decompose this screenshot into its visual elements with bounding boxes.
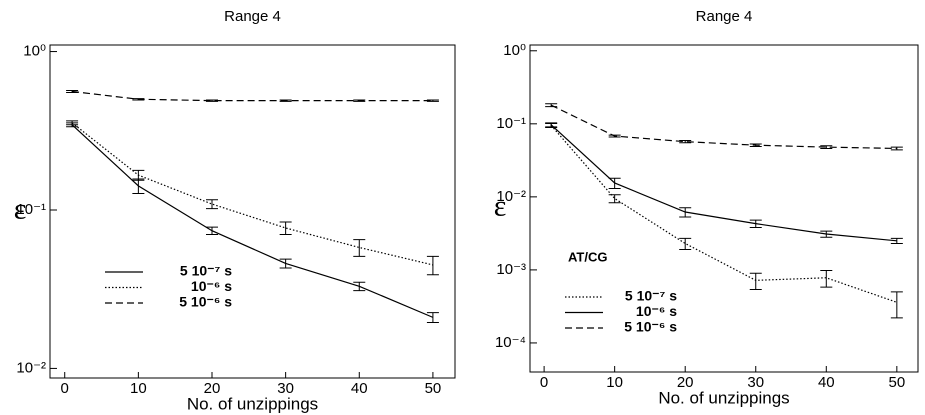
series-line (71, 122, 434, 266)
x-tick-label: 10 (606, 374, 623, 391)
error-bar (132, 98, 145, 101)
x-tick-label: 40 (818, 374, 835, 391)
x-tick-label: 40 (351, 380, 368, 397)
error-bar (426, 255, 439, 276)
legend-label: 5 10⁻⁶ s (179, 294, 232, 310)
error-bar (545, 122, 558, 128)
error-bar (679, 207, 692, 218)
error-bar (426, 312, 439, 323)
x-tick-label: 20 (204, 380, 221, 397)
x-tick-label: 0 (540, 374, 548, 391)
error-bar (890, 146, 903, 151)
legend-label: 5 10⁻⁷ s (180, 263, 232, 279)
plot-frame (49, 44, 456, 379)
y-axis-label: ε (494, 189, 507, 222)
chart-title: Range 4 (696, 8, 753, 25)
error-bar (679, 140, 692, 144)
error-bar (353, 99, 366, 102)
y-tick-label: 10⁰ (23, 43, 46, 60)
error-bar (749, 143, 762, 147)
series-line (550, 124, 897, 242)
error-bar (279, 258, 292, 269)
error-bar (66, 89, 79, 93)
error-bar (890, 237, 903, 244)
legend-label: 5 10⁻⁷ s (625, 288, 677, 304)
x-axis-label: No. of unzippings (187, 394, 318, 413)
error-bar (545, 103, 558, 108)
error-bar (132, 169, 145, 181)
chart-title: Range 4 (224, 8, 281, 25)
error-bar (820, 230, 833, 238)
x-tick-label: 20 (677, 374, 694, 391)
error-bar (608, 177, 621, 190)
error-bar (279, 221, 292, 236)
annotation: AT/CG (568, 249, 607, 264)
y-tick-label: 10⁻³ (496, 261, 526, 278)
x-axis-label: No. of unzippings (658, 388, 789, 407)
y-tick-label: 10⁻¹ (496, 115, 526, 132)
error-bar (749, 219, 762, 229)
error-bar (353, 281, 366, 292)
error-bar (132, 178, 145, 195)
legend-label: 5 10⁻⁶ s (624, 319, 677, 335)
plot-frame (529, 44, 919, 373)
error-bar (749, 272, 762, 290)
x-tick-label: 10 (130, 380, 147, 397)
error-bar (820, 145, 833, 149)
error-bar (206, 199, 218, 210)
series-line (71, 124, 434, 318)
x-tick-label: 0 (61, 380, 69, 397)
error-bar (206, 226, 218, 236)
series-line (550, 104, 897, 150)
series-line (550, 125, 898, 303)
x-tick-label: 50 (425, 380, 442, 397)
error-bar (279, 99, 292, 102)
y-axis-label: ε (14, 192, 27, 225)
y-tick-label: 10⁻⁴ (495, 334, 526, 351)
error-bar (608, 134, 621, 138)
error-bar (820, 270, 833, 288)
error-bar (353, 239, 366, 257)
x-tick-label: 30 (277, 380, 294, 397)
error-bar (66, 120, 79, 126)
error-bar (206, 99, 218, 102)
y-tick-label: 10⁻¹ (16, 201, 46, 218)
error-bar (679, 237, 692, 251)
x-tick-label: 30 (747, 374, 764, 391)
legend-label: 10⁻⁶ s (191, 278, 232, 294)
x-tick-label: 50 (888, 374, 905, 391)
y-tick-label: 10⁻² (496, 188, 526, 205)
series-line (72, 90, 433, 102)
legend-label: 10⁻⁶ s (636, 303, 677, 319)
y-tick-label: 10⁰ (503, 42, 526, 59)
error-bar (608, 194, 621, 204)
y-tick-label: 10⁻² (16, 359, 46, 376)
error-bar (890, 291, 903, 319)
error-bar (426, 99, 439, 102)
